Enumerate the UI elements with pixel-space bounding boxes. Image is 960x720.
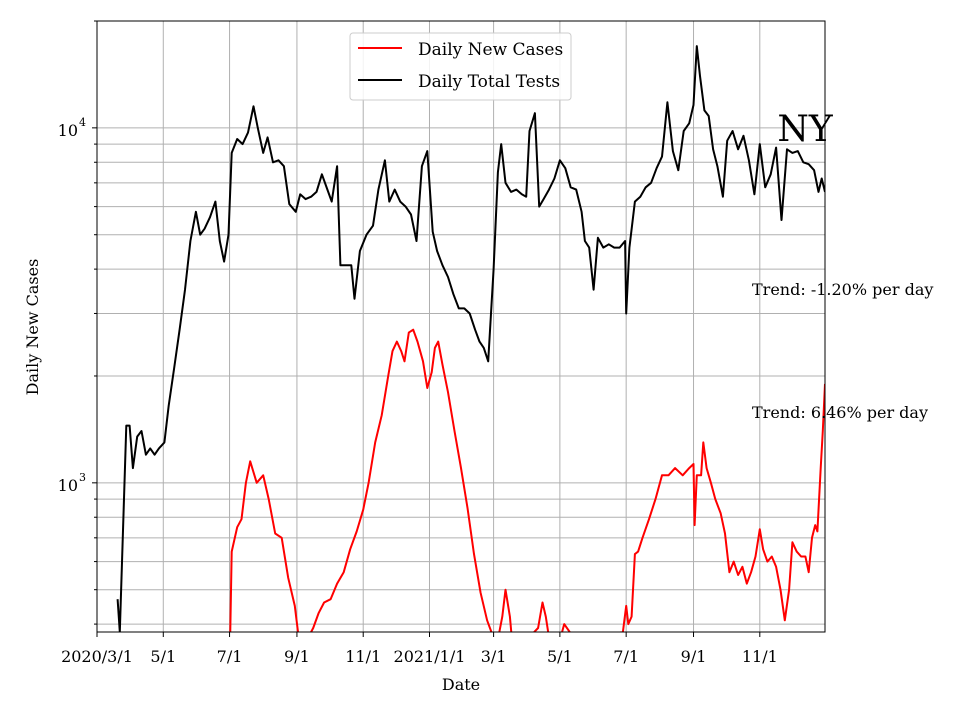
legend-label-daily-new-cases: Daily New Cases [418, 40, 563, 60]
plot-frame [96, 20, 826, 633]
x-tick-label: 2021/1/1 [394, 647, 466, 666]
y-axis-label: Daily New Cases [23, 259, 42, 396]
x-tick-label: 9/1 [681, 647, 707, 666]
legend-box [349, 32, 572, 101]
x-axis-ticks: 2020/3/1 5/1 7/1 9/1 11/1 2021/1/1 3/1 5/1 7/1 9/… [61, 632, 778, 666]
x-tick-label: 7/1 [217, 647, 243, 666]
x-tick-label: 5/1 [547, 647, 573, 666]
legend: Daily New Cases Daily Total Tests [349, 32, 572, 101]
y-tick-exponent: 3 [79, 471, 86, 484]
x-tick-label: 7/1 [613, 647, 639, 666]
trend-annotation-cases: Trend: 6.46% per day [752, 403, 928, 422]
series-line-daily-new-cases [229, 328, 825, 632]
x-tick-label: 11/1 [345, 647, 381, 666]
y-tick-label: 10 [58, 476, 78, 495]
legend-label-daily-total-tests: Daily Total Tests [418, 72, 560, 92]
x-tick-label: 5/1 [150, 647, 176, 666]
y-tick-label: 10 [58, 121, 78, 140]
x-tick-label: 11/1 [742, 647, 778, 666]
series-layer [116, 45, 825, 632]
x-tick-label: 9/1 [284, 647, 310, 666]
x-tick-label: 2020/3/1 [61, 647, 133, 666]
chart-title: NY [777, 109, 834, 150]
x-tick-label: 3/1 [481, 647, 507, 666]
y-tick-exponent: 4 [79, 116, 86, 129]
x-axis-label: Date [442, 675, 480, 694]
series-line-daily-total-tests [116, 45, 825, 632]
grid [96, 20, 825, 632]
trend-annotation-tests: Trend: -1.20% per day [752, 280, 933, 299]
